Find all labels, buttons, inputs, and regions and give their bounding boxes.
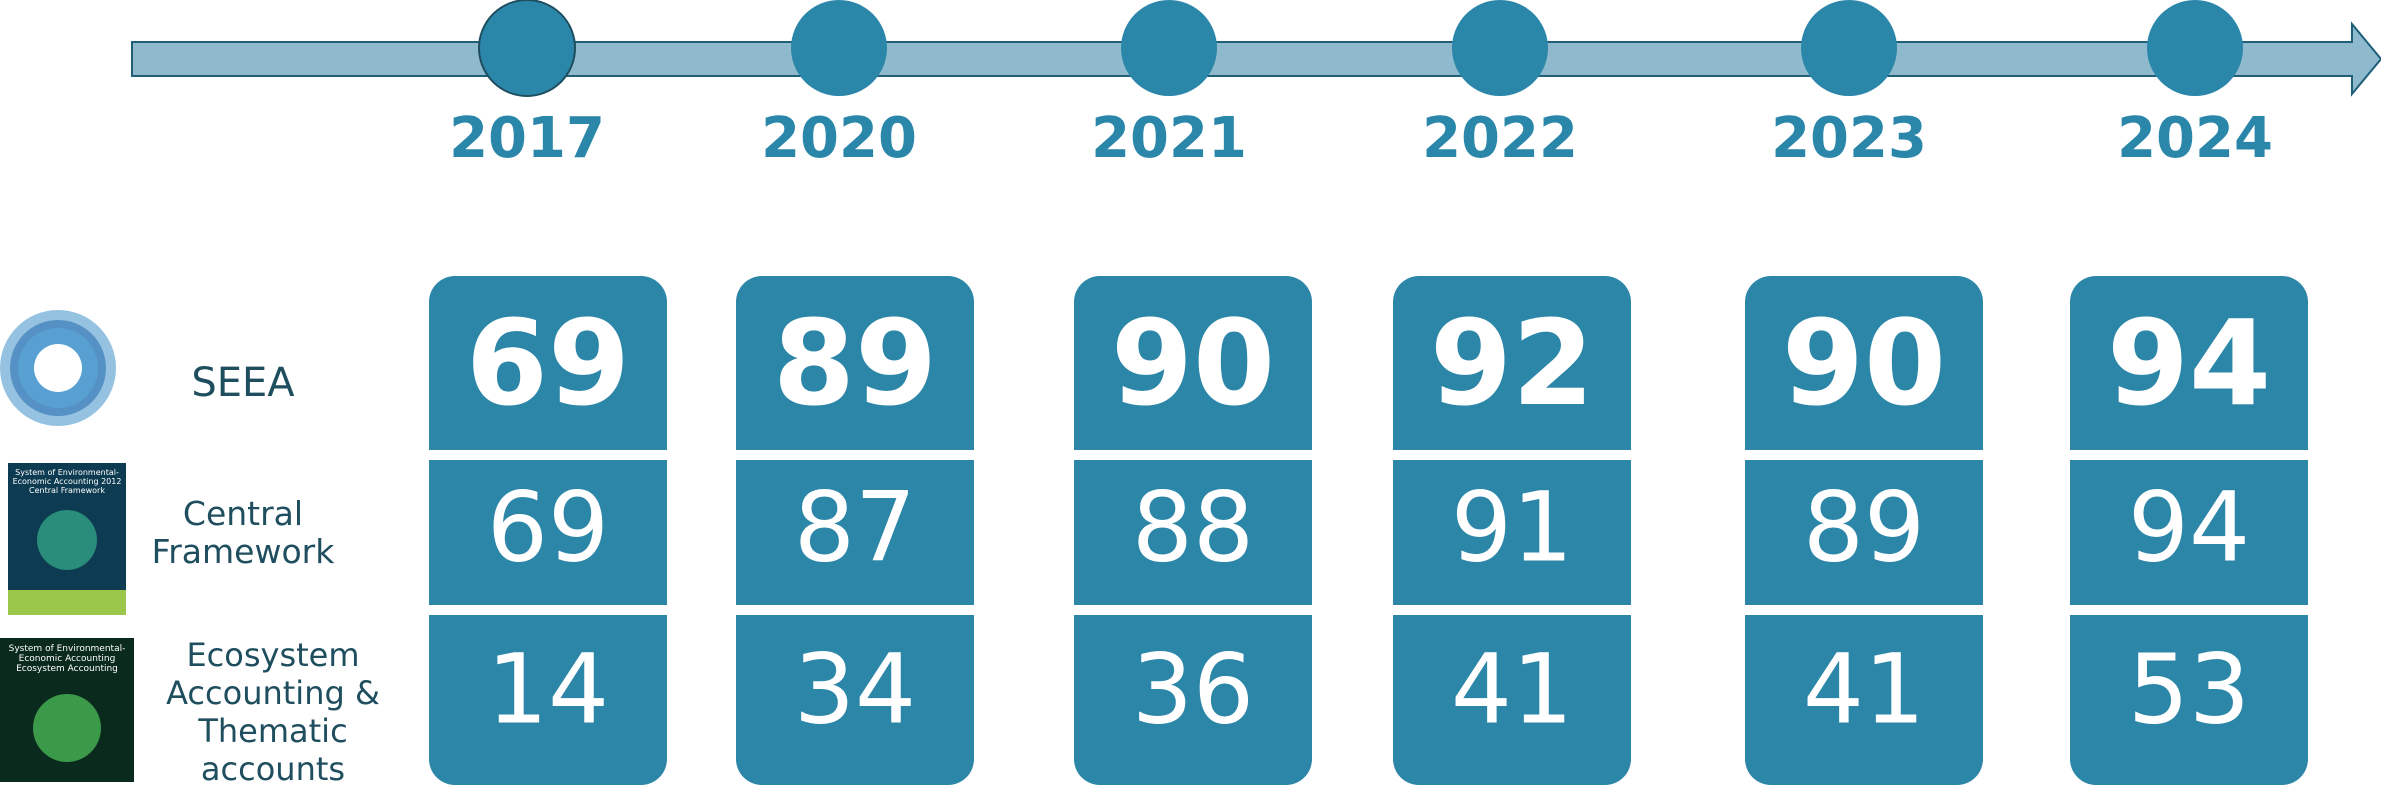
ea-count: 53: [2128, 633, 2250, 745]
cf-count: 91: [1451, 471, 1573, 583]
divider: [2070, 605, 2308, 615]
count-box: [1745, 276, 1983, 785]
cf-count: 88: [1132, 471, 1254, 583]
count-box: [736, 276, 974, 785]
seea-count: 90: [1111, 294, 1275, 432]
cf-count: 69: [487, 471, 609, 583]
timeline-node: [791, 0, 887, 96]
seea-count: 69: [466, 294, 630, 432]
cf-count: 87: [794, 471, 916, 583]
count-box: [1074, 276, 1312, 785]
cover-title: System of Environmental-Economic Account…: [8, 644, 126, 674]
divider: [736, 450, 974, 460]
divider: [736, 605, 974, 615]
divider: [429, 605, 667, 615]
ea-count: 36: [1132, 633, 1254, 745]
divider: [1074, 605, 1312, 615]
divider: [1393, 605, 1631, 615]
ea-count: 41: [1803, 633, 1925, 745]
row-label: SEEA: [191, 360, 295, 406]
divider: [1074, 450, 1312, 460]
row-label: Ecosystem Accounting & Thematic accounts: [166, 636, 380, 788]
central-framework-cover: System of Environmental-Economic Account…: [8, 463, 126, 615]
divider: [2070, 450, 2308, 460]
year-label: 2022: [1422, 106, 1578, 171]
ea-count: 41: [1451, 633, 1573, 745]
divider: [1745, 605, 1983, 615]
timeline-node: [1801, 0, 1897, 96]
timeline-arrow: [131, 21, 2381, 97]
count-box: [1393, 276, 1631, 785]
count-box: [429, 276, 667, 785]
ea-count: 14: [487, 633, 609, 745]
seea-count: 92: [1430, 294, 1594, 432]
seea-logo: [0, 310, 116, 426]
year-label: 2021: [1091, 106, 1247, 171]
timeline-node: [478, 0, 576, 97]
cf-count: 94: [2128, 471, 2250, 583]
divider: [1393, 450, 1631, 460]
divider: [1745, 450, 1983, 460]
timeline-node: [1121, 0, 1217, 96]
year-label: 2024: [2117, 106, 2273, 171]
row-label: Central Framework: [151, 495, 335, 571]
seea-count: 89: [773, 294, 937, 432]
year-label: 2023: [1771, 106, 1927, 171]
timeline-node: [1452, 0, 1548, 96]
year-label: 2017: [449, 106, 605, 171]
cf-count: 89: [1803, 471, 1925, 583]
seea-count: 94: [2107, 294, 2271, 432]
count-box: [2070, 276, 2308, 785]
cover-title: System of Environmental-Economic Account…: [12, 468, 122, 495]
timeline-node: [2147, 0, 2243, 96]
seea-count: 90: [1782, 294, 1946, 432]
ecosystem-cover: System of Environmental-Economic Account…: [0, 638, 134, 808]
year-label: 2020: [761, 106, 917, 171]
ea-count: 34: [794, 633, 916, 745]
divider: [429, 450, 667, 460]
